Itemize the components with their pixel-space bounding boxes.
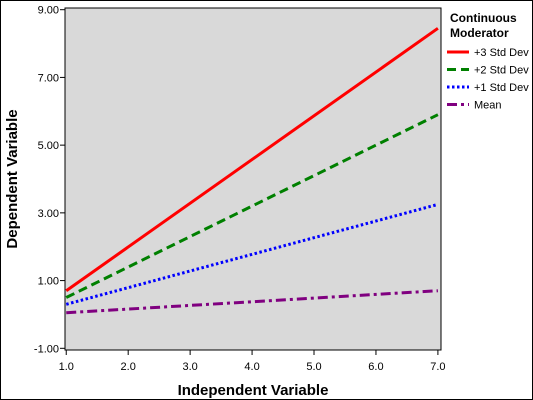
series-lines bbox=[65, 27, 439, 315]
series-line bbox=[65, 202, 439, 306]
x-axis-title: Independent Variable bbox=[178, 382, 329, 399]
legend-label: Mean bbox=[474, 100, 502, 112]
legend-label: +2 Std Dev bbox=[474, 65, 529, 77]
y-tick-label: 3.00 bbox=[38, 208, 59, 220]
y-axis: -1.00 1.00 3.00 5.00 7.00 9.00 bbox=[34, 5, 65, 355]
y-axis-title: Dependent Variable bbox=[4, 109, 21, 248]
y-tick-label: 9.00 bbox=[38, 5, 59, 17]
legend-items: +3 Std Dev +2 Std Dev +1 Std Dev Mean bbox=[447, 47, 529, 112]
x-tick-label: 3.0 bbox=[182, 361, 197, 373]
plot-area-background bbox=[64, 7, 442, 351]
series-line bbox=[65, 27, 439, 292]
legend: Continuous Moderator +3 Std Dev +2 Std De… bbox=[447, 11, 529, 112]
x-tick-label: 7.0 bbox=[430, 361, 445, 373]
legend-title-line-1: Continuous bbox=[450, 11, 517, 25]
x-tick-label: 2.0 bbox=[121, 361, 136, 373]
legend-label: +3 Std Dev bbox=[474, 47, 529, 59]
x-tick-label: 5.0 bbox=[306, 361, 321, 373]
series-line bbox=[66, 289, 438, 315]
y-tick-label: 5.00 bbox=[38, 140, 59, 152]
x-axis: 1.0 2.0 3.0 4.0 5.0 6.0 7.0 bbox=[59, 350, 446, 373]
y-tick-label: 7.00 bbox=[38, 72, 59, 84]
x-tick-label: 4.0 bbox=[244, 361, 259, 373]
x-tick-label: 6.0 bbox=[368, 361, 383, 373]
x-tick-label: 1.0 bbox=[59, 361, 74, 373]
y-tick-label: 1.00 bbox=[38, 276, 59, 288]
y-tick-label: -1.00 bbox=[34, 343, 59, 355]
legend-title-line-2: Moderator bbox=[450, 26, 509, 40]
legend-label: +1 Std Dev bbox=[474, 82, 529, 94]
